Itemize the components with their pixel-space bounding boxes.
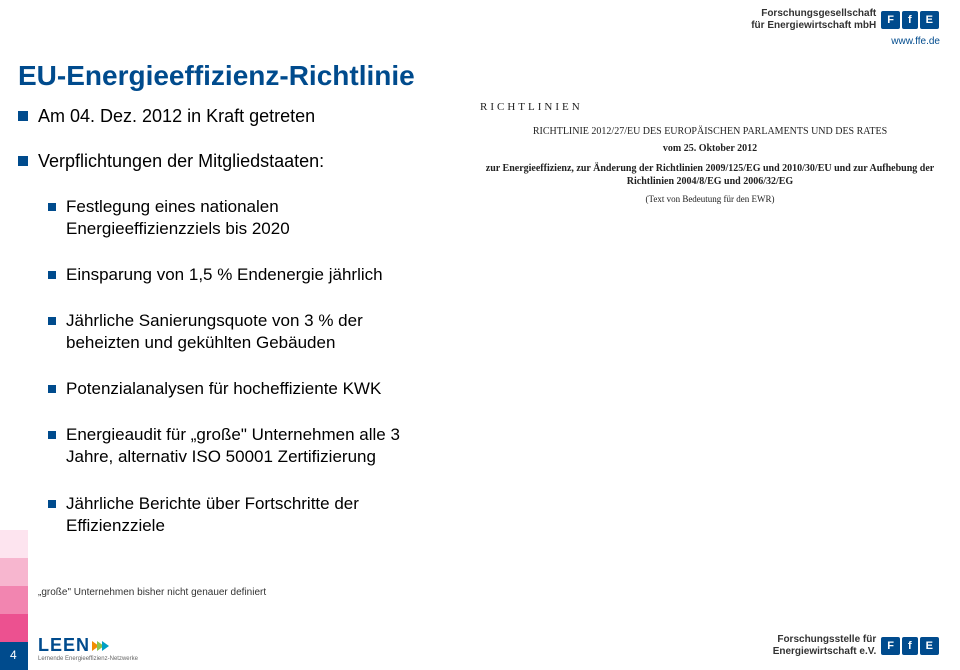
directive-body: zur Energieeffizienz, zur Änderung der R… (480, 162, 940, 189)
bullet-marker (48, 271, 56, 279)
sub-bullet: Jährliche Sanierungsquote von 3 % der be… (48, 310, 438, 354)
main-content: Am 04. Dez. 2012 in Kraft getreten Verpf… (18, 105, 438, 561)
header-url: www.ffe.de (751, 36, 940, 47)
sub-bullet-list: Festlegung eines nationalen Energieeffiz… (48, 196, 438, 537)
bullet-marker (18, 156, 28, 166)
bullet-2-text: Verpflichtungen der Mitgliedstaaten: (38, 150, 324, 173)
footer-org-line2: Energiewirtschaft e.V. (773, 646, 877, 658)
bullet-marker (48, 385, 56, 393)
ffe-logo: F f E (880, 11, 940, 29)
header-org-line2: für Energiewirtschaft mbH (751, 20, 876, 32)
footer-right-branding: Forschungsstelle für Energiewirtschaft e… (773, 632, 940, 658)
directive-excerpt: RICHTLINIEN RICHTLINIE 2012/27/EU DES EU… (480, 100, 940, 205)
sub-bullet-text: Festlegung eines nationalen Energieeffiz… (66, 196, 438, 240)
ffe-logo-footer: F f E (880, 637, 940, 655)
leen-chevrons-icon (94, 641, 109, 651)
square-1 (0, 530, 28, 558)
sub-bullet: Energieaudit für „große" Unternehmen all… (48, 424, 438, 468)
bullet-1: Am 04. Dez. 2012 in Kraft getreten (18, 105, 438, 128)
sub-bullet: Jährliche Berichte über Fortschritte der… (48, 493, 438, 537)
bullet-marker (48, 317, 56, 325)
directive-title: RICHTLINIE 2012/27/EU DES EUROPÄISCHEN P… (480, 125, 940, 139)
square-3 (0, 586, 28, 614)
sub-bullet: Festlegung eines nationalen Energieeffiz… (48, 196, 438, 240)
sub-bullet-text: Jährliche Sanierungsquote von 3 % der be… (66, 310, 438, 354)
square-4 (0, 614, 28, 642)
page-title: EU-Energieeffizienz-Richtlinie (18, 60, 415, 92)
page-number: 4 (10, 648, 17, 662)
sub-bullet-text: Energieaudit für „große" Unternehmen all… (66, 424, 438, 468)
sub-bullet-text: Einsparung von 1,5 % Endenergie jährlich (66, 264, 383, 286)
footer-org-line1: Forschungsstelle für (773, 634, 877, 646)
sub-bullet-text: Jährliche Berichte über Fortschritte der… (66, 493, 438, 537)
page-title-wrap: EU-Energieeffizienz-Richtlinie (18, 60, 415, 92)
sub-bullet: Potenzialanalysen für hocheffiziente KWK (48, 378, 438, 400)
directive-label: RICHTLINIEN (480, 100, 940, 115)
leen-text: LEEN (38, 635, 90, 656)
bullet-marker (48, 500, 56, 508)
bullet-marker (48, 203, 56, 211)
sub-bullet: Einsparung von 1,5 % Endenergie jährlich (48, 264, 438, 286)
bullet-marker (48, 431, 56, 439)
directive-date: vom 25. Oktober 2012 (480, 142, 940, 156)
footer-left-logos: LEEN Lernende Energieeffizienz-Netzwerke (38, 635, 138, 662)
bullet-2: Verpflichtungen der Mitgliedstaaten: (18, 150, 438, 173)
square-2 (0, 558, 28, 586)
footnote: „große" Unternehmen bisher nicht genauer… (38, 587, 266, 598)
header-org-line1: Forschungsgesellschaft (751, 8, 876, 20)
bullet-1-text: Am 04. Dez. 2012 in Kraft getreten (38, 105, 315, 128)
leen-subtitle: Lernende Energieeffizienz-Netzwerke (38, 656, 138, 662)
bullet-marker (18, 111, 28, 121)
header-branding: Forschungsgesellschaft für Energiewirtsc… (751, 8, 940, 47)
chevron-3 (102, 641, 109, 651)
sub-bullet-text: Potenzialanalysen für hocheffiziente KWK (66, 378, 381, 400)
leen-logo: LEEN Lernende Energieeffizienz-Netzwerke (38, 635, 138, 662)
directive-note: (Text von Bedeutung für den EWR) (480, 193, 940, 205)
